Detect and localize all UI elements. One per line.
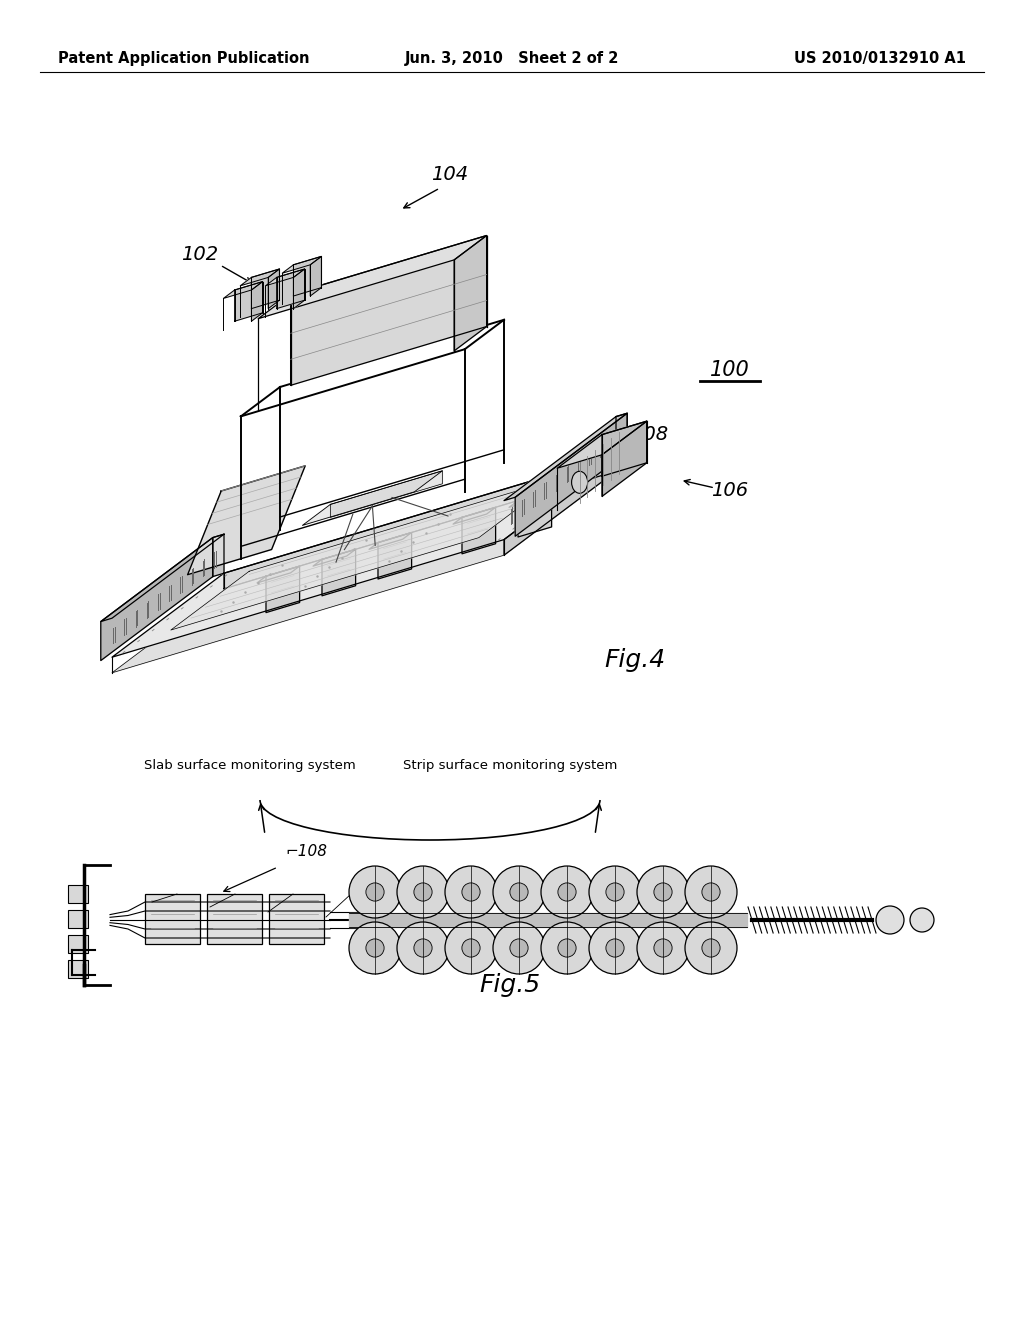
Polygon shape [313,549,355,566]
Circle shape [462,939,480,957]
Circle shape [606,939,624,957]
Circle shape [637,921,689,974]
Polygon shape [294,256,322,296]
Polygon shape [369,532,412,549]
Polygon shape [100,535,224,622]
Text: 104: 104 [431,165,469,185]
Text: Strip surface monitoring system: Strip surface monitoring system [402,759,617,772]
Circle shape [654,939,672,957]
Ellipse shape [571,471,588,494]
Circle shape [493,921,545,974]
Circle shape [701,883,720,902]
Bar [68,909,88,928]
Polygon shape [100,537,213,660]
Circle shape [558,939,577,957]
Circle shape [349,921,401,974]
Polygon shape [378,532,412,579]
Polygon shape [266,566,300,612]
Bar [145,894,200,944]
Circle shape [637,866,689,917]
Polygon shape [602,421,647,477]
Polygon shape [462,507,496,554]
Polygon shape [602,421,647,496]
Polygon shape [223,281,262,298]
Polygon shape [213,535,224,577]
Circle shape [414,939,432,957]
Polygon shape [112,471,616,673]
Text: 102: 102 [181,246,218,264]
Polygon shape [302,471,442,525]
Circle shape [589,921,641,974]
Circle shape [685,921,737,974]
Bar [68,935,88,953]
Circle shape [606,883,624,902]
Polygon shape [518,491,552,537]
Circle shape [462,883,480,902]
Polygon shape [252,269,280,309]
Circle shape [876,906,904,935]
Circle shape [414,883,432,902]
Text: Fig.4: Fig.4 [604,648,666,672]
Text: 108: 108 [632,425,669,445]
Circle shape [701,939,720,957]
Circle shape [589,866,641,917]
Circle shape [366,939,384,957]
Polygon shape [455,235,486,351]
Text: Patent Application Publication: Patent Application Publication [58,50,309,66]
Polygon shape [234,281,262,321]
Text: 100: 100 [710,360,750,380]
Polygon shape [268,269,280,309]
Polygon shape [265,269,305,286]
Polygon shape [283,256,322,273]
Polygon shape [331,471,442,517]
Circle shape [445,921,497,974]
Polygon shape [509,491,552,507]
Circle shape [366,883,384,902]
Text: Fig.5: Fig.5 [479,973,541,997]
Polygon shape [515,413,627,536]
Bar [68,960,88,978]
Polygon shape [241,269,280,286]
Circle shape [910,908,934,932]
Text: Slab surface monitoring system: Slab surface monitoring system [144,759,356,772]
Polygon shape [557,421,647,469]
Polygon shape [310,256,322,296]
Circle shape [445,866,497,917]
Polygon shape [453,507,496,524]
Polygon shape [294,269,305,309]
Polygon shape [258,235,486,318]
Circle shape [685,866,737,917]
Polygon shape [224,455,616,589]
Polygon shape [504,413,627,500]
Circle shape [510,939,528,957]
Bar [269,894,324,944]
Polygon shape [276,269,305,309]
Circle shape [397,921,449,974]
Bar [207,894,262,944]
Circle shape [397,866,449,917]
Bar [68,884,88,903]
Circle shape [493,866,545,917]
Text: Jun. 3, 2010   Sheet 2 of 2: Jun. 3, 2010 Sheet 2 of 2 [404,50,620,66]
Circle shape [349,866,401,917]
Polygon shape [252,281,262,321]
Circle shape [510,883,528,902]
Text: US 2010/0132910 A1: US 2010/0132910 A1 [794,50,966,66]
Polygon shape [616,413,627,455]
Polygon shape [187,466,305,574]
Circle shape [558,883,577,902]
Polygon shape [322,549,355,595]
Circle shape [654,883,672,902]
Text: ⌐108: ⌐108 [285,843,327,859]
Polygon shape [171,479,557,630]
Polygon shape [291,235,486,385]
Polygon shape [504,455,616,556]
Polygon shape [257,566,300,583]
Text: 106: 106 [712,480,749,499]
Polygon shape [112,455,616,657]
Circle shape [541,866,593,917]
Circle shape [541,921,593,974]
